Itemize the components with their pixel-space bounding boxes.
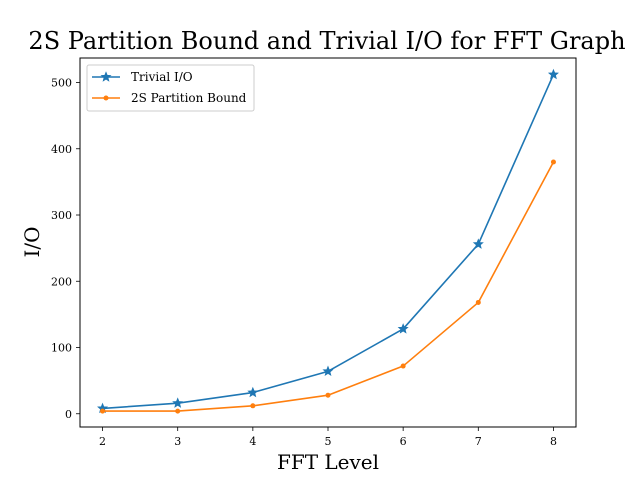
y-tick-label: 100 — [51, 342, 72, 355]
x-tick-label: 2 — [99, 435, 106, 448]
legend-label: 2S Partition Bound — [131, 91, 247, 105]
data-point — [175, 408, 181, 414]
y-tick-label: 500 — [51, 77, 72, 90]
data-point — [172, 397, 184, 408]
data-point — [247, 386, 259, 398]
y-tick-label: 300 — [51, 209, 72, 222]
data-point — [397, 323, 409, 334]
legend-label: Trivial I/O — [131, 70, 193, 84]
y-tick-label: 200 — [51, 275, 72, 288]
y-axis-label: I/O — [20, 226, 44, 257]
legend: Trivial I/O 2S Partition Bound — [86, 64, 255, 112]
x-tick-label: 8 — [550, 435, 557, 448]
legend-marker — [103, 95, 109, 101]
data-point — [472, 238, 484, 249]
y-axis: 0 100 200 300 400 500 — [51, 77, 80, 421]
data-point — [325, 392, 331, 398]
data-point — [547, 68, 559, 80]
x-axis-label: FFT Level — [277, 450, 379, 474]
x-axis: 2 3 4 5 6 7 8 — [99, 427, 557, 448]
data-point — [475, 299, 481, 305]
data-point — [100, 408, 106, 414]
data-point — [322, 365, 334, 377]
data-point — [400, 363, 406, 369]
x-tick-label: 3 — [174, 435, 181, 448]
data-point — [250, 403, 256, 409]
chart-title: 2S Partition Bound and Trivial I/O for F… — [28, 27, 625, 55]
y-tick-label: 400 — [51, 143, 72, 156]
legend-box — [86, 64, 255, 112]
x-tick-label: 6 — [400, 435, 407, 448]
x-tick-label: 7 — [475, 435, 482, 448]
series-layer — [97, 68, 559, 414]
data-point — [550, 159, 556, 165]
series-line-0 — [102, 74, 555, 410]
legend-marker — [100, 71, 112, 82]
x-tick-label: 4 — [249, 435, 256, 448]
x-tick-label: 5 — [325, 435, 332, 448]
y-tick-label: 0 — [65, 408, 72, 421]
